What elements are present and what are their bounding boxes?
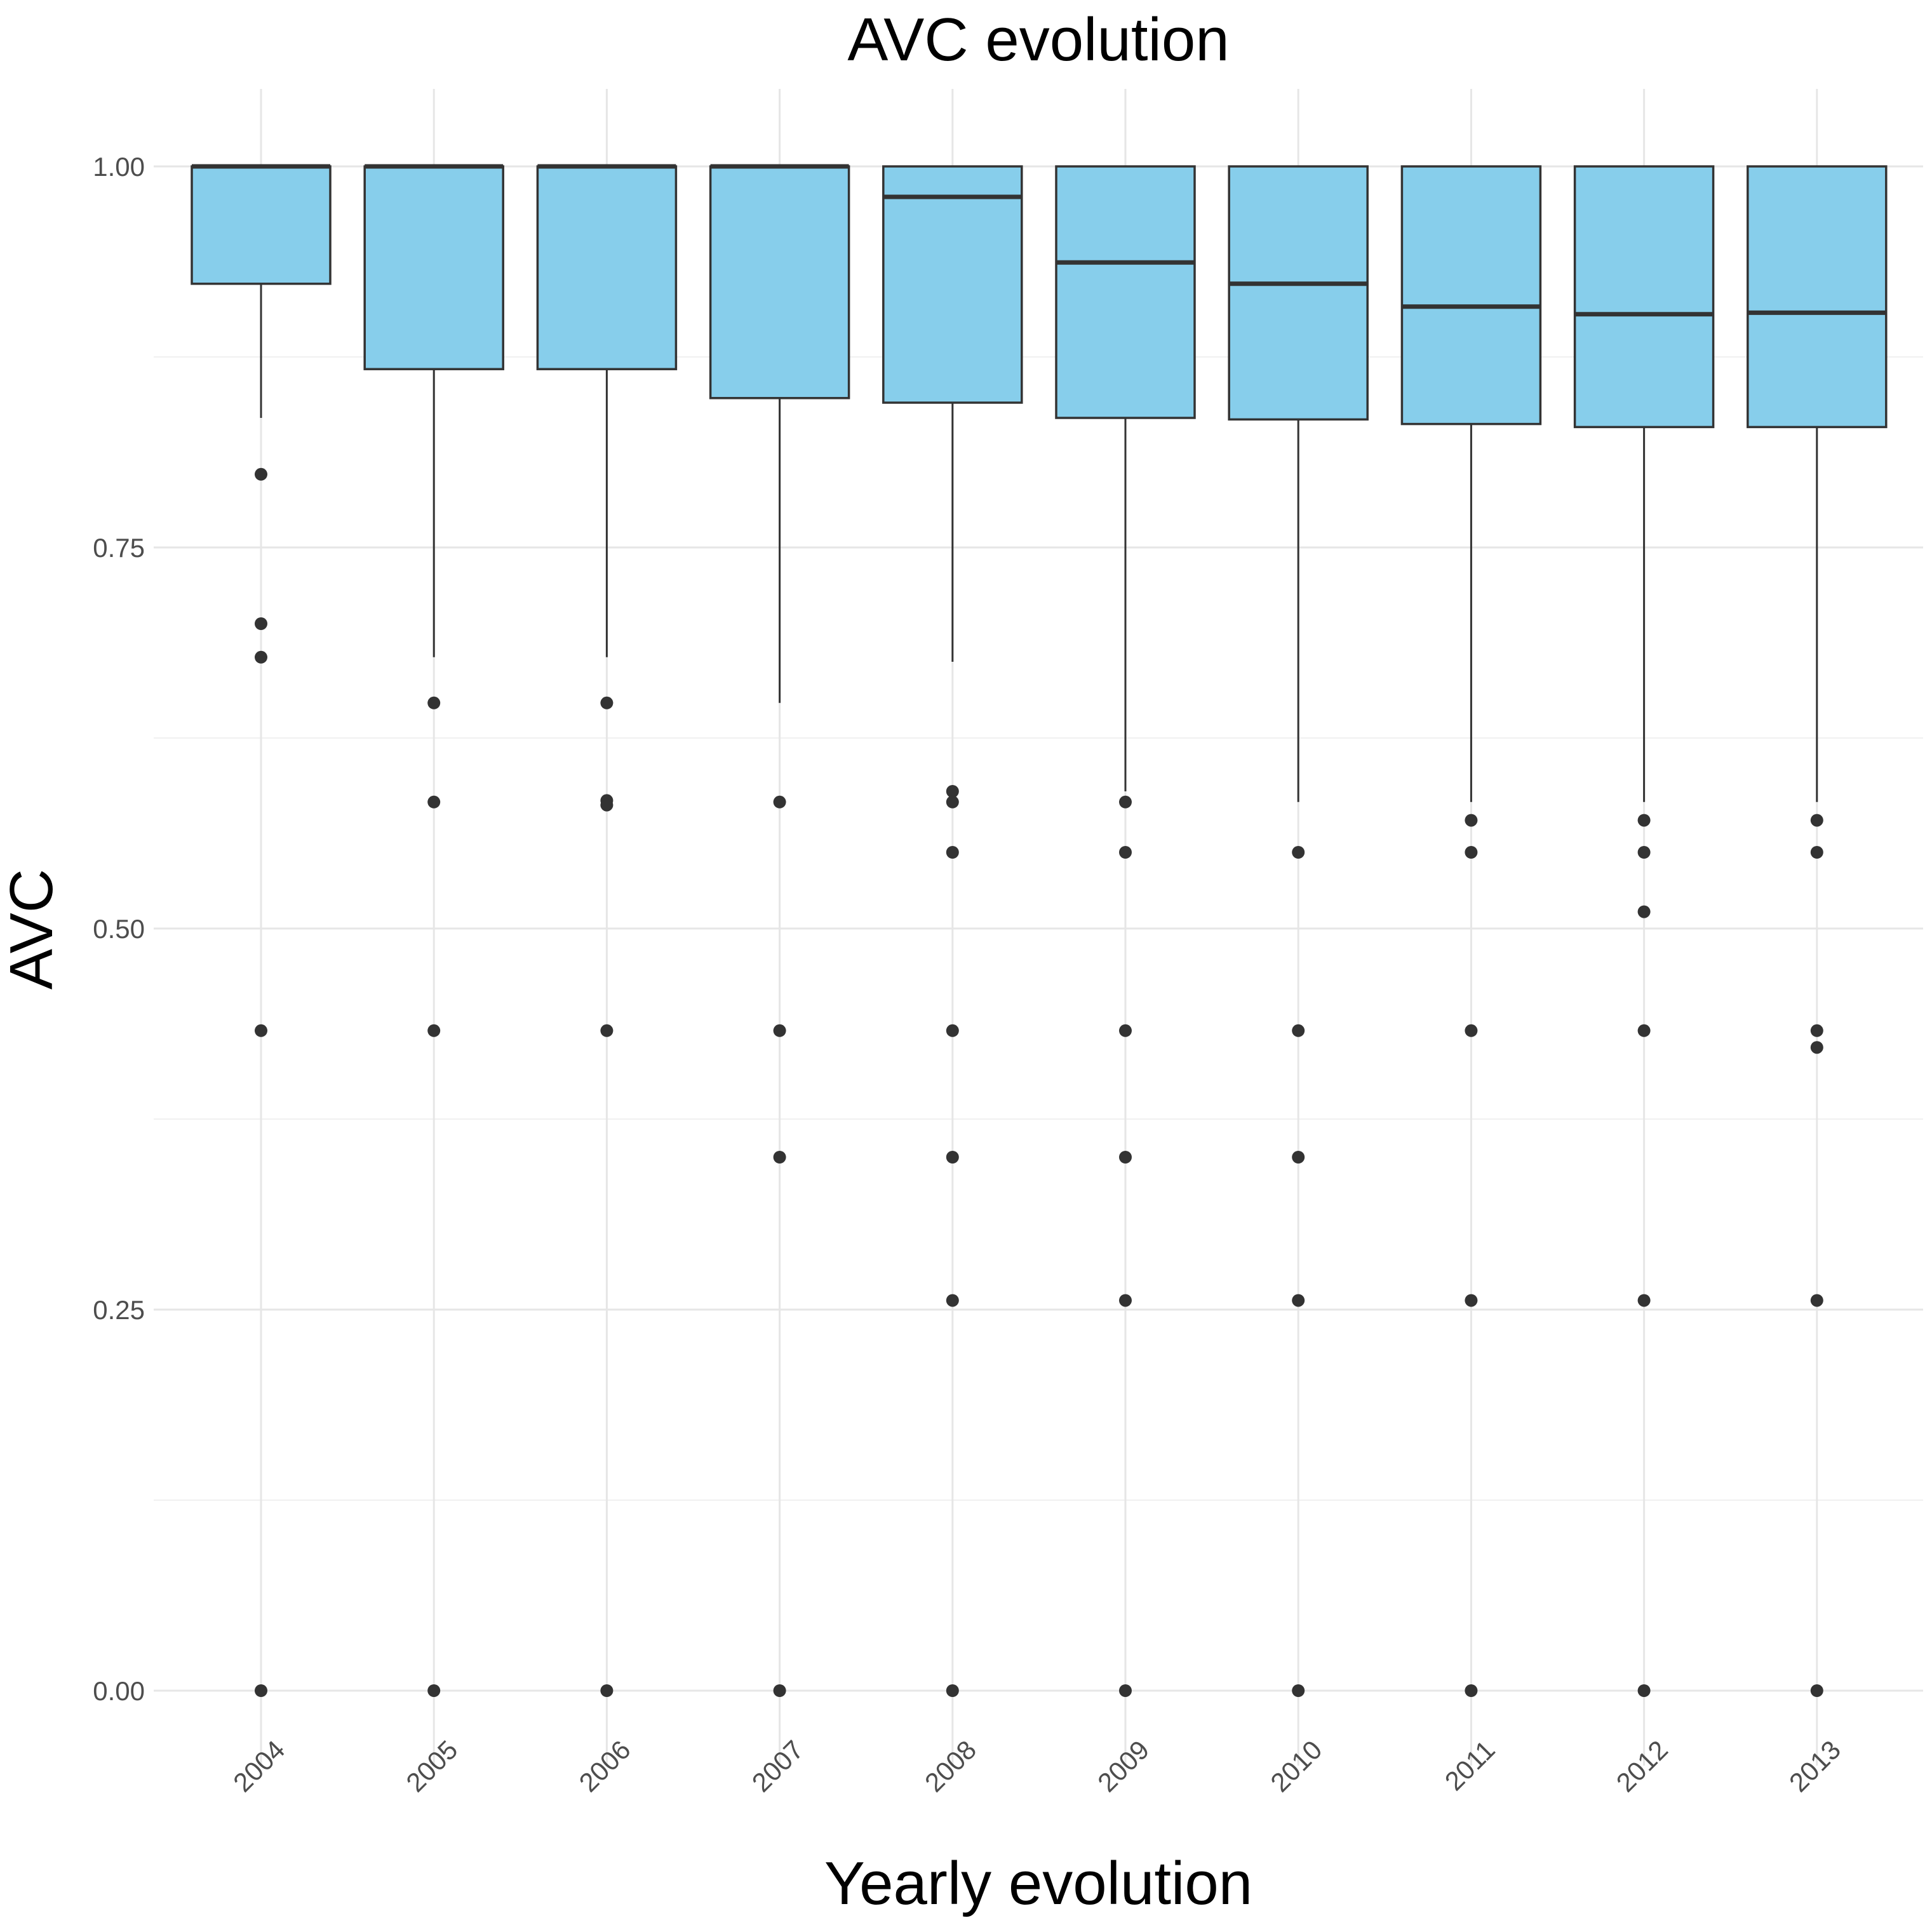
outlier-point: [773, 1151, 786, 1164]
outlier-point: [427, 1024, 441, 1037]
outlier-point: [1810, 846, 1823, 859]
outlier-point: [1119, 1151, 1132, 1164]
box-2010: [1228, 165, 1369, 1697]
outlier-point: [1465, 846, 1478, 859]
box-2008: [882, 165, 1023, 1697]
box-2011: [1400, 165, 1542, 1697]
outlier-point: [1810, 1294, 1823, 1307]
outlier-point: [1465, 1294, 1478, 1307]
x-tick-label: 2005: [400, 1734, 463, 1797]
outlier-point: [1119, 1294, 1132, 1307]
iqr-box: [536, 165, 678, 370]
iqr-box: [882, 165, 1023, 404]
outlier-point: [1119, 1684, 1132, 1697]
x-tick-label: 2006: [573, 1734, 636, 1797]
outlier-point: [1637, 814, 1651, 827]
y-tick-label: 0.25: [93, 1295, 145, 1325]
y-tick-labels: 0.00 0.25 0.50 0.75 1.00: [93, 152, 145, 1706]
outlier-point: [1637, 846, 1651, 859]
x-tick-label: 2008: [919, 1734, 982, 1797]
x-tick-label: 2009: [1092, 1734, 1155, 1797]
outlier-point: [1119, 846, 1132, 859]
outlier-point: [1637, 1294, 1651, 1307]
outlier-point: [1292, 1151, 1305, 1164]
outlier-point: [1465, 1684, 1478, 1697]
outlier-point: [600, 798, 614, 812]
marks-layer: [191, 164, 1888, 1697]
iqr-box: [709, 165, 850, 399]
outlier-point: [1810, 1684, 1823, 1697]
outlier-point: [255, 1024, 267, 1037]
outlier-point: [600, 696, 614, 709]
box-2005: [363, 164, 504, 1697]
outlier-point: [1292, 1684, 1305, 1697]
x-tick-label: 2004: [227, 1734, 290, 1797]
outlier-point: [255, 467, 267, 481]
outlier-point: [255, 1684, 267, 1697]
outlier-point: [255, 650, 267, 664]
outlier-point: [773, 1024, 786, 1037]
outlier-point: [1119, 795, 1132, 808]
outlier-point: [946, 1684, 959, 1697]
outlier-point: [946, 1024, 959, 1037]
outlier-point: [1637, 1024, 1651, 1037]
outlier-point: [1637, 905, 1651, 918]
iqr-box: [1400, 165, 1542, 426]
outlier-point: [1465, 1024, 1478, 1037]
iqr-box: [191, 165, 332, 285]
iqr-box: [1055, 165, 1196, 419]
x-tick-label: 2010: [1265, 1734, 1327, 1797]
y-axis-title: AVC: [0, 869, 65, 989]
box-2013: [1747, 165, 1888, 1697]
outlier-point: [427, 795, 441, 808]
outlier-point: [1637, 1684, 1651, 1697]
outlier-point: [1119, 1024, 1132, 1037]
outlier-point: [946, 1151, 959, 1164]
outlier-point: [946, 846, 959, 859]
y-tick-label: 0.75: [93, 533, 145, 563]
box-2009: [1055, 165, 1196, 1697]
outlier-point: [946, 795, 959, 808]
outlier-point: [600, 1684, 614, 1697]
box-2012: [1573, 165, 1715, 1697]
x-tick-label: 2007: [746, 1734, 809, 1797]
box-2004: [191, 164, 332, 1697]
outlier-point: [1292, 1294, 1305, 1307]
chart-title: AVC evolution: [847, 6, 1229, 74]
outlier-point: [1465, 814, 1478, 827]
outlier-point: [773, 795, 786, 808]
outlier-point: [427, 696, 441, 709]
y-tick-label: 0.00: [93, 1676, 145, 1706]
outlier-point: [1810, 1024, 1823, 1037]
box-2007: [709, 164, 850, 1697]
outlier-point: [773, 1684, 786, 1697]
iqr-box: [1228, 165, 1369, 421]
outlier-point: [1292, 1024, 1305, 1037]
outlier-point: [946, 1294, 959, 1307]
iqr-box: [1573, 165, 1715, 429]
outlier-point: [1810, 1041, 1823, 1054]
iqr-box: [1747, 165, 1888, 429]
x-tick-label: 2012: [1611, 1734, 1674, 1797]
outlier-point: [255, 617, 267, 630]
iqr-box: [363, 165, 504, 370]
box-2006: [536, 164, 678, 1697]
outlier-point: [946, 785, 959, 798]
outlier-point: [1292, 846, 1305, 859]
x-tick-label: 2013: [1783, 1734, 1846, 1797]
x-tick-labels: 2004 2005 2006 2007 2008 2009 2010 2011 2012 2013: [227, 1734, 1846, 1797]
outlier-point: [1810, 814, 1823, 827]
y-tick-label: 0.50: [93, 914, 145, 944]
outlier-point: [427, 1684, 441, 1697]
x-tick-label: 2011: [1439, 1734, 1501, 1796]
y-tick-label: 1.00: [93, 152, 145, 182]
outlier-point: [600, 1024, 614, 1037]
x-axis-title: Yearly evolution: [824, 1849, 1252, 1917]
